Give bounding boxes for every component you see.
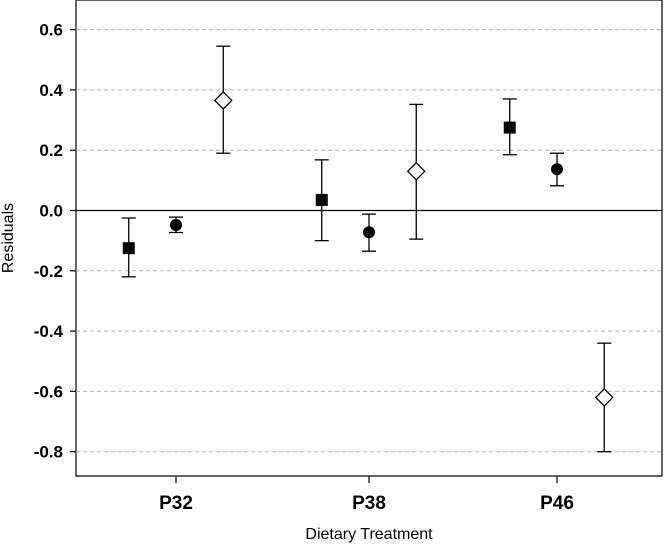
square-marker — [122, 242, 135, 255]
circle-marker — [363, 226, 375, 239]
y-tick-label: -0.8 — [34, 443, 63, 462]
x-axis-title: Dietary Treatment — [305, 526, 433, 543]
y-tick-label: -0.4 — [34, 322, 64, 341]
diamond-marker — [594, 388, 614, 407]
circle-marker — [551, 163, 563, 176]
square-marker — [503, 121, 516, 134]
x-axis: P32 P38 P46 — [159, 476, 574, 514]
x-tick-label: P32 — [159, 493, 193, 514]
diamond-marker — [213, 91, 233, 110]
y-tick-label: 0.2 — [39, 141, 63, 160]
y-tick-label: -0.6 — [34, 382, 63, 401]
y-tick-label: 0.6 — [39, 21, 63, 40]
y-tick-label: 0.0 — [39, 202, 63, 221]
square-marker — [315, 193, 328, 206]
diamond-marker — [406, 161, 426, 181]
x-tick-label: P46 — [540, 493, 574, 514]
gridlines — [76, 29, 662, 453]
y-tick-label: -0.2 — [34, 262, 63, 281]
data-marks — [121, 45, 614, 453]
y-axis: 0.6 0.4 0.2 0.0 -0.2 -0.4 -0.6 -0.8 — [34, 21, 76, 462]
circle-marker — [170, 218, 182, 231]
x-tick-label: P38 — [352, 493, 386, 514]
y-tick-label: 0.4 — [39, 81, 63, 100]
y-axis-title: Residuals — [0, 203, 17, 273]
